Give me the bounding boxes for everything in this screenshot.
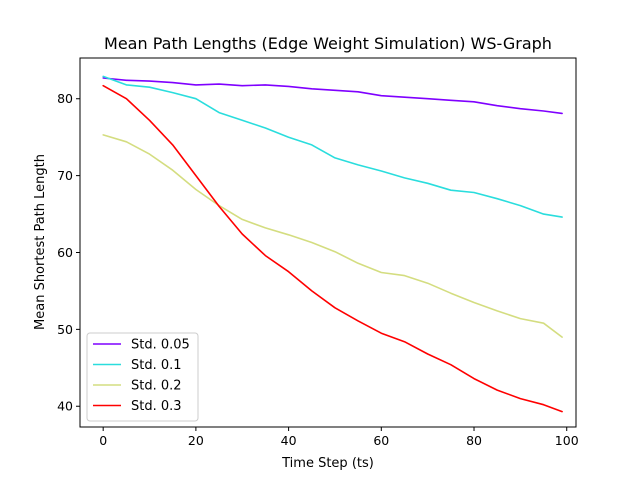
legend-box: [86, 332, 199, 422]
y-tick-label: 50: [57, 322, 73, 337]
x-tick-label: 80: [466, 433, 482, 448]
x-tick-label: 60: [373, 433, 389, 448]
x-axis-title: Time Step (ts): [281, 456, 374, 471]
y-tick-label: 60: [57, 245, 73, 260]
y-tick-label: 80: [57, 91, 73, 106]
legend-label: Std. 0.3: [131, 399, 182, 414]
x-tick-label: 100: [555, 433, 579, 448]
x-tick-label: 20: [188, 433, 204, 448]
y-tick-label: 40: [57, 399, 73, 414]
plot-area-frame: [79, 57, 577, 428]
legend-label: Std. 0.05: [131, 338, 190, 353]
x-axis-ticks: 0 20 40 60 80 100: [99, 427, 579, 448]
legend-label: Std. 0.2: [131, 379, 182, 394]
series-lines: [102, 75, 563, 413]
series-line-4: [102, 84, 563, 413]
y-axis-title: Mean Shortest Path Length: [33, 154, 48, 330]
series-line-3: [102, 134, 563, 338]
chart-title: Mean Path Lengths (Edge Weight Simulatio…: [104, 34, 552, 53]
legend: Std. 0.05 Std. 0.1 Std. 0.2 Std. 0.3: [86, 332, 199, 422]
legend-label: Std. 0.1: [131, 358, 182, 373]
x-tick-label: 40: [281, 433, 297, 448]
x-tick-label: 0: [99, 433, 107, 448]
series-line-2: [102, 75, 563, 218]
y-axis-ticks: 40 50 60 70 80: [57, 91, 80, 414]
series-line-1: [102, 77, 563, 115]
y-tick-label: 70: [57, 168, 73, 183]
